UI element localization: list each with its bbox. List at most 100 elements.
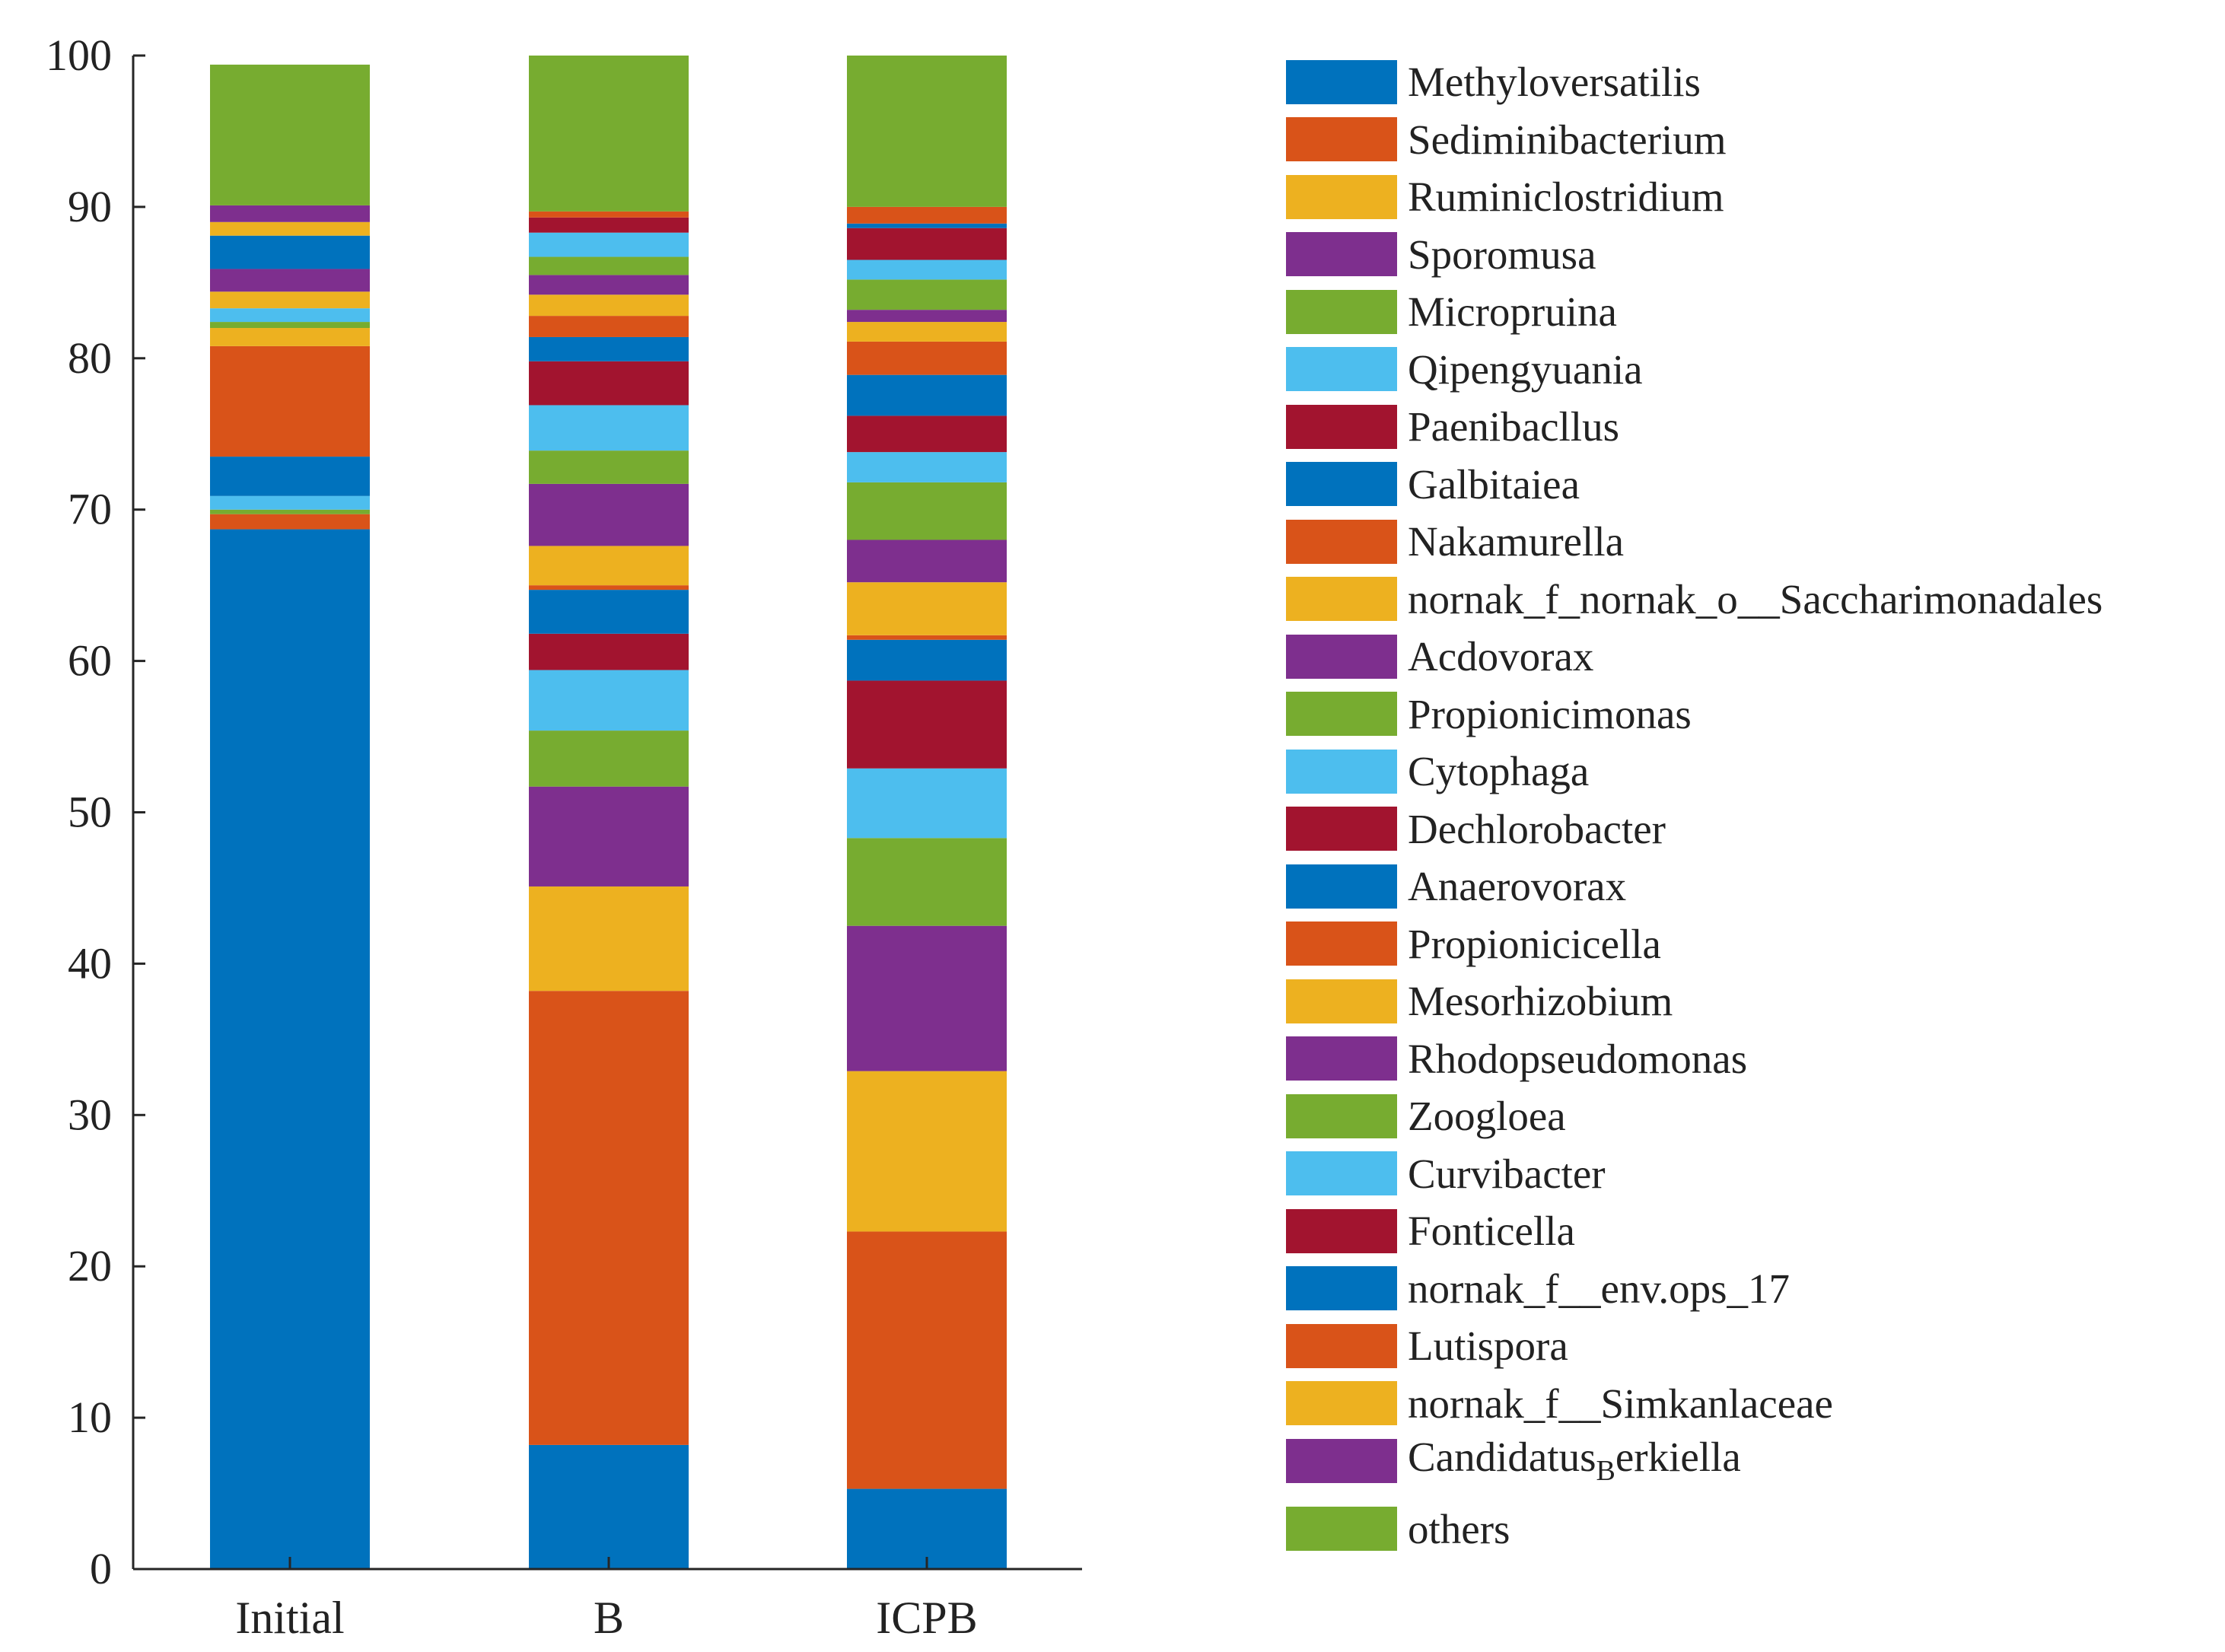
- bar-segment: [210, 221, 370, 236]
- bar-segment: [847, 1488, 1007, 1569]
- bar-segment: [529, 450, 689, 484]
- bar-segment: [210, 529, 370, 1569]
- bar-segment: [529, 232, 689, 257]
- legend-item: others: [1286, 1501, 2214, 1558]
- legend-swatch: [1286, 59, 1397, 104]
- bar-segment: [847, 206, 1007, 224]
- bar-segment: [847, 223, 1007, 228]
- legend-label: Dechlorobacter: [1408, 805, 1666, 852]
- y-tick-label: 50: [68, 788, 112, 837]
- bar-segment: [847, 482, 1007, 540]
- legend-item: Fonticella: [1286, 1202, 2214, 1260]
- bar-segments: [210, 56, 1007, 1569]
- legend-swatch: [1286, 1151, 1397, 1196]
- bar-segment: [529, 886, 689, 992]
- legend-label: Rhodopseudomonas: [1408, 1035, 1748, 1082]
- bar-segment: [847, 228, 1007, 260]
- bar-segment: [847, 452, 1007, 482]
- bar-segment: [847, 259, 1007, 280]
- bar-segment: [847, 1231, 1007, 1489]
- bar-segment: [847, 322, 1007, 342]
- legend-label: CandidatusBerkiella: [1408, 1436, 1741, 1485]
- bar-segment: [210, 291, 370, 309]
- legend-swatch: [1286, 347, 1397, 392]
- bar-segment: [847, 639, 1007, 681]
- y-tick-label: 70: [68, 485, 112, 534]
- bar-segment: [847, 415, 1007, 453]
- legend-item: Anaerovorax: [1286, 858, 2214, 915]
- bar-segment: [210, 495, 370, 510]
- bar-segment: [210, 205, 370, 222]
- legend-label: Sediminibacterium: [1408, 116, 1727, 163]
- legend-item: Micropruina: [1286, 283, 2214, 341]
- legend-label: Methyloversatilis: [1408, 59, 1701, 106]
- bar-segment: [529, 483, 689, 546]
- y-tick-label: 20: [68, 1241, 112, 1291]
- bar-segment: [529, 275, 689, 295]
- bar-segment: [847, 279, 1007, 310]
- legend-swatch: [1286, 1093, 1397, 1138]
- legend-label: Fonticella: [1408, 1208, 1575, 1255]
- legend-label: Sporomusa: [1408, 231, 1596, 278]
- legend-item: nornak_f__env.ops_17: [1286, 1260, 2214, 1318]
- bar-segment: [529, 585, 689, 590]
- bar-segment: [210, 308, 370, 323]
- legend-swatch: [1286, 864, 1397, 909]
- bar-segment: [847, 582, 1007, 635]
- legend-swatch: [1286, 921, 1397, 966]
- stacked-bar-chart: 0 10 20 30 40 50 60 70 80 90 100 Initial B ICPB: [46, 30, 1082, 1643]
- legend-label: Acdovorax: [1408, 633, 1594, 680]
- y-tick-label: 30: [68, 1090, 112, 1139]
- legend-swatch: [1286, 577, 1397, 622]
- legend-label: Lutispora: [1408, 1323, 1568, 1370]
- legend-swatch: [1286, 289, 1397, 334]
- legend-swatch: [1286, 807, 1397, 851]
- legend-swatch: [1286, 174, 1397, 219]
- legend-label: Propionicicella: [1408, 920, 1661, 967]
- legend-item: Cytophaga: [1286, 743, 2214, 801]
- bar-segment: [210, 328, 370, 346]
- legend-label-text: Candidatus: [1408, 1434, 1596, 1481]
- legend-label: nornak_f__Simkanlaceae: [1408, 1380, 1833, 1427]
- bar-segment: [847, 56, 1007, 207]
- legend-label: Mesorhizobium: [1408, 978, 1673, 1025]
- legend-item: Qipengyuania: [1286, 341, 2214, 399]
- legend-swatch: [1286, 1323, 1397, 1368]
- y-tick-label: 100: [46, 30, 112, 80]
- legend-item: Zoogloea: [1286, 1087, 2214, 1145]
- legend-item: Galbitaiea: [1286, 456, 2214, 514]
- bar-segment: [529, 405, 689, 451]
- y-tick-label: 40: [68, 938, 112, 988]
- bar-segment: [529, 256, 689, 275]
- bar-segment: [529, 294, 689, 317]
- legend-item: Propionicicella: [1286, 915, 2214, 973]
- legend-swatch: [1286, 1208, 1397, 1253]
- legend-item: Sediminibacterium: [1286, 111, 2214, 169]
- legend-item: Acdovorax: [1286, 628, 2214, 686]
- legend-item: nornak_f__Simkanlaceae: [1286, 1375, 2214, 1433]
- legend-swatch: [1286, 1036, 1397, 1081]
- bar-segment: [529, 316, 689, 337]
- x-tick-label: Initial: [235, 1593, 344, 1643]
- bar-segment: [847, 925, 1007, 1071]
- legend-item: Mesorhizobium: [1286, 972, 2214, 1030]
- legend-item: Dechlorobacter: [1286, 801, 2214, 858]
- legend-item: Lutispora: [1286, 1317, 2214, 1375]
- bar-segment: [210, 269, 370, 292]
- legend-item: CandidatusBerkiella: [1286, 1432, 2214, 1490]
- legend-swatch: [1286, 1266, 1397, 1311]
- legend-item: Paenibacllus: [1286, 398, 2214, 456]
- bar-segment: [847, 768, 1007, 839]
- legend-swatch: [1286, 692, 1397, 737]
- legend-swatch: [1286, 749, 1397, 794]
- legend-label: Ruminiclostridium: [1408, 173, 1724, 221]
- bar-segment: [529, 1444, 689, 1569]
- legend-label: Galbitaiea: [1408, 460, 1580, 508]
- x-tick-label: ICPB: [876, 1593, 977, 1643]
- legend-swatch: [1286, 1381, 1397, 1426]
- bar-segment: [529, 670, 689, 731]
- bar-segment: [210, 64, 370, 205]
- legend-item: Curvibacter: [1286, 1145, 2214, 1203]
- bar-segment: [529, 546, 689, 586]
- bar-segment: [210, 457, 370, 496]
